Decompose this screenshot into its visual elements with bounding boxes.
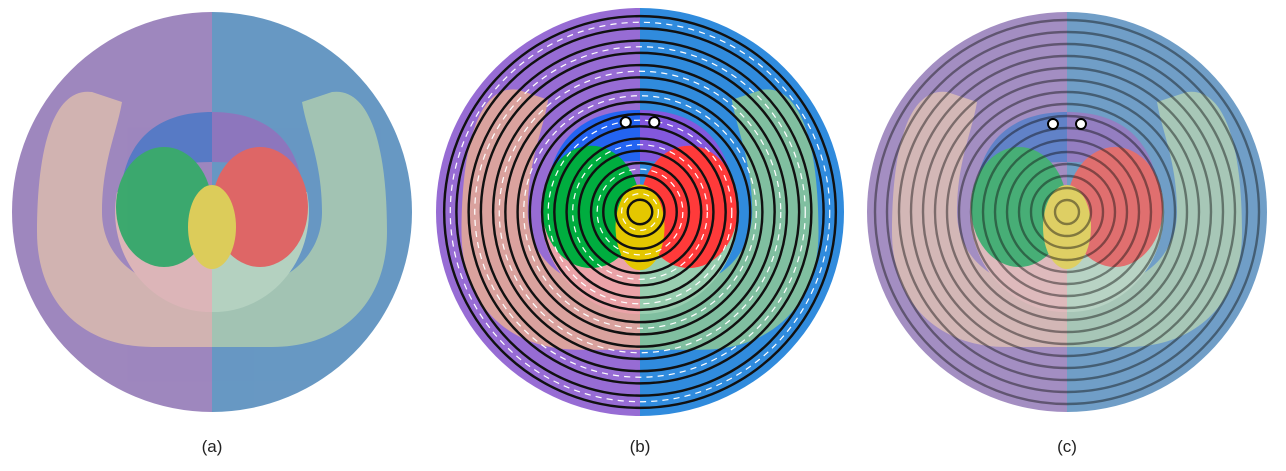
panel-a: [12, 12, 412, 412]
panel-label: (b): [630, 437, 651, 456]
panel-c: [867, 12, 1267, 412]
panel-label: (c): [1057, 437, 1077, 456]
panel-b: [436, 8, 844, 416]
panel-label: (a): [202, 437, 223, 456]
